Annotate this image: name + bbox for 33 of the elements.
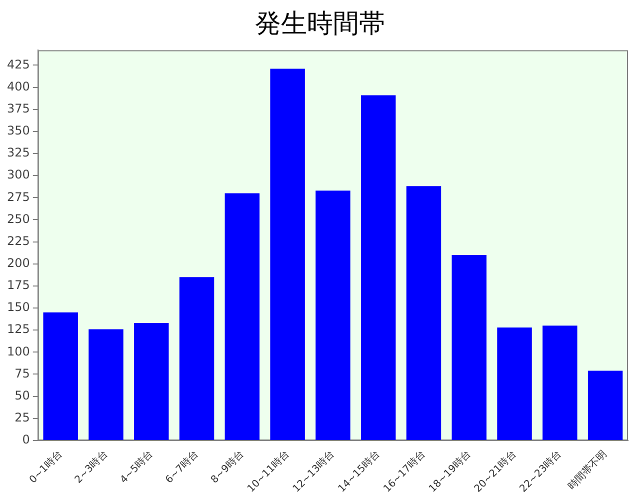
y-tick-label: 75 xyxy=(14,366,30,380)
y-tick-label: 400 xyxy=(7,79,30,94)
y-tick-label: 225 xyxy=(7,234,30,248)
y-tick-label: 275 xyxy=(7,190,30,204)
y-tick-label: 25 xyxy=(14,410,30,425)
bar xyxy=(270,68,305,440)
bar xyxy=(452,255,486,440)
y-tick-label: 125 xyxy=(7,322,30,336)
y-tick-label: 250 xyxy=(7,212,30,226)
y-tick-label: 350 xyxy=(7,124,30,138)
y-tick-label: 375 xyxy=(7,101,30,116)
y-tick-label: 200 xyxy=(7,256,30,270)
y-tick-label: 0 xyxy=(22,432,30,447)
y-tick-label: 150 xyxy=(7,300,30,314)
bar xyxy=(43,312,78,440)
bar xyxy=(179,277,214,440)
y-tick-label: 325 xyxy=(7,146,30,160)
bar xyxy=(224,193,260,440)
bar xyxy=(497,327,532,440)
y-tick-label: 50 xyxy=(14,388,30,402)
y-tick-label: 100 xyxy=(7,344,30,358)
bar xyxy=(134,323,169,440)
bar xyxy=(316,190,350,440)
y-tick-label: 425 xyxy=(7,57,30,72)
y-tick-label: 175 xyxy=(7,278,30,292)
bar xyxy=(542,326,578,440)
y-tick-label: 300 xyxy=(7,168,30,182)
bar xyxy=(360,95,396,440)
chart-title: 発生時間帯 xyxy=(254,8,386,40)
x-tick-label: 時間帯不明 xyxy=(565,448,610,492)
bar xyxy=(88,329,124,440)
bar xyxy=(406,186,442,440)
bar xyxy=(588,370,623,440)
